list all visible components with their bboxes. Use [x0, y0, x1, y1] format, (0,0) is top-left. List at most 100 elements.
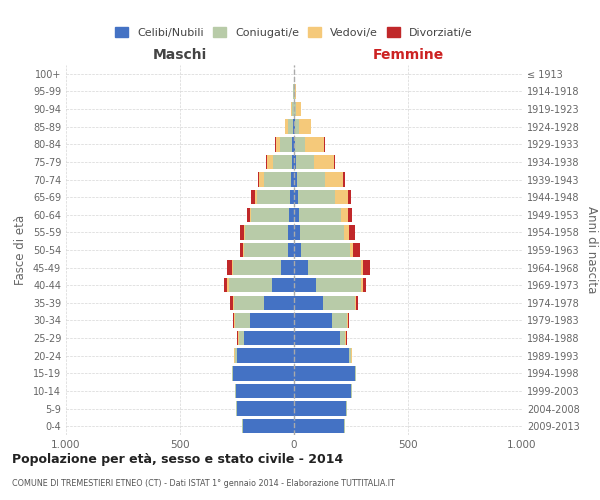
Bar: [294, 331, 340, 345]
Bar: [294, 190, 298, 204]
Bar: [296, 102, 301, 117]
Bar: [340, 331, 346, 345]
Bar: [355, 296, 356, 310]
Bar: [344, 225, 349, 240]
Bar: [247, 208, 250, 222]
Bar: [349, 225, 355, 240]
Bar: [343, 172, 345, 186]
Bar: [251, 208, 289, 222]
Bar: [272, 278, 294, 292]
Bar: [244, 331, 294, 345]
Bar: [234, 348, 235, 363]
Bar: [244, 225, 245, 240]
Bar: [245, 225, 287, 240]
Bar: [316, 278, 361, 292]
Bar: [294, 154, 296, 169]
Bar: [265, 172, 290, 186]
Bar: [294, 296, 323, 310]
Bar: [235, 384, 236, 398]
Bar: [294, 366, 355, 380]
Bar: [294, 314, 332, 328]
Bar: [235, 348, 238, 363]
Bar: [332, 314, 347, 328]
Y-axis label: Fasce di età: Fasce di età: [14, 215, 27, 285]
Bar: [293, 120, 294, 134]
Bar: [235, 314, 250, 328]
Text: COMUNE DI TREMESTIERI ETNEO (CT) - Dati ISTAT 1° gennaio 2014 - Elaborazione TUT: COMUNE DI TREMESTIERI ETNEO (CT) - Dati …: [12, 479, 395, 488]
Bar: [257, 190, 290, 204]
Bar: [355, 366, 356, 380]
Bar: [349, 348, 352, 363]
Bar: [299, 120, 311, 134]
Bar: [233, 296, 265, 310]
Bar: [233, 260, 281, 275]
Bar: [294, 402, 346, 416]
Bar: [301, 225, 344, 240]
Bar: [291, 102, 292, 117]
Bar: [266, 154, 267, 169]
Y-axis label: Anni di nascita: Anni di nascita: [585, 206, 598, 294]
Bar: [294, 225, 301, 240]
Bar: [348, 190, 350, 204]
Bar: [350, 243, 353, 257]
Bar: [240, 225, 244, 240]
Bar: [350, 384, 352, 398]
Bar: [356, 296, 358, 310]
Bar: [233, 366, 294, 380]
Bar: [294, 384, 350, 398]
Bar: [346, 331, 347, 345]
Bar: [314, 154, 334, 169]
Bar: [227, 278, 229, 292]
Bar: [290, 172, 294, 186]
Bar: [294, 137, 295, 152]
Bar: [224, 278, 227, 292]
Bar: [280, 137, 292, 152]
Bar: [244, 243, 287, 257]
Bar: [265, 296, 294, 310]
Bar: [238, 331, 239, 345]
Text: Maschi: Maschi: [153, 48, 207, 62]
Bar: [230, 296, 233, 310]
Bar: [353, 243, 359, 257]
Bar: [294, 120, 295, 134]
Bar: [295, 84, 296, 98]
Bar: [334, 154, 335, 169]
Bar: [287, 243, 294, 257]
Bar: [294, 260, 308, 275]
Bar: [296, 154, 314, 169]
Bar: [288, 120, 293, 134]
Bar: [236, 384, 294, 398]
Bar: [250, 208, 251, 222]
Bar: [240, 243, 244, 257]
Bar: [294, 348, 349, 363]
Bar: [308, 260, 361, 275]
Bar: [346, 402, 347, 416]
Bar: [323, 137, 325, 152]
Bar: [238, 402, 294, 416]
Bar: [295, 120, 299, 134]
Bar: [229, 278, 272, 292]
Bar: [259, 172, 265, 186]
Bar: [344, 419, 345, 434]
Bar: [292, 102, 293, 117]
Text: Popolazione per età, sesso e stato civile - 2014: Popolazione per età, sesso e stato civil…: [12, 452, 343, 466]
Bar: [335, 190, 348, 204]
Bar: [250, 314, 294, 328]
Bar: [349, 208, 352, 222]
Bar: [361, 260, 364, 275]
Bar: [294, 419, 344, 434]
Bar: [227, 260, 232, 275]
Bar: [295, 137, 305, 152]
Bar: [364, 260, 370, 275]
Bar: [254, 190, 257, 204]
Bar: [290, 190, 294, 204]
Bar: [325, 172, 343, 186]
Bar: [267, 154, 274, 169]
Bar: [305, 137, 323, 152]
Bar: [233, 314, 235, 328]
Bar: [242, 419, 294, 434]
Bar: [287, 225, 294, 240]
Bar: [285, 120, 289, 134]
Legend: Celibi/Nubili, Coniugati/e, Vedovi/e, Divorziati/e: Celibi/Nubili, Coniugati/e, Vedovi/e, Di…: [111, 22, 477, 42]
Bar: [294, 172, 297, 186]
